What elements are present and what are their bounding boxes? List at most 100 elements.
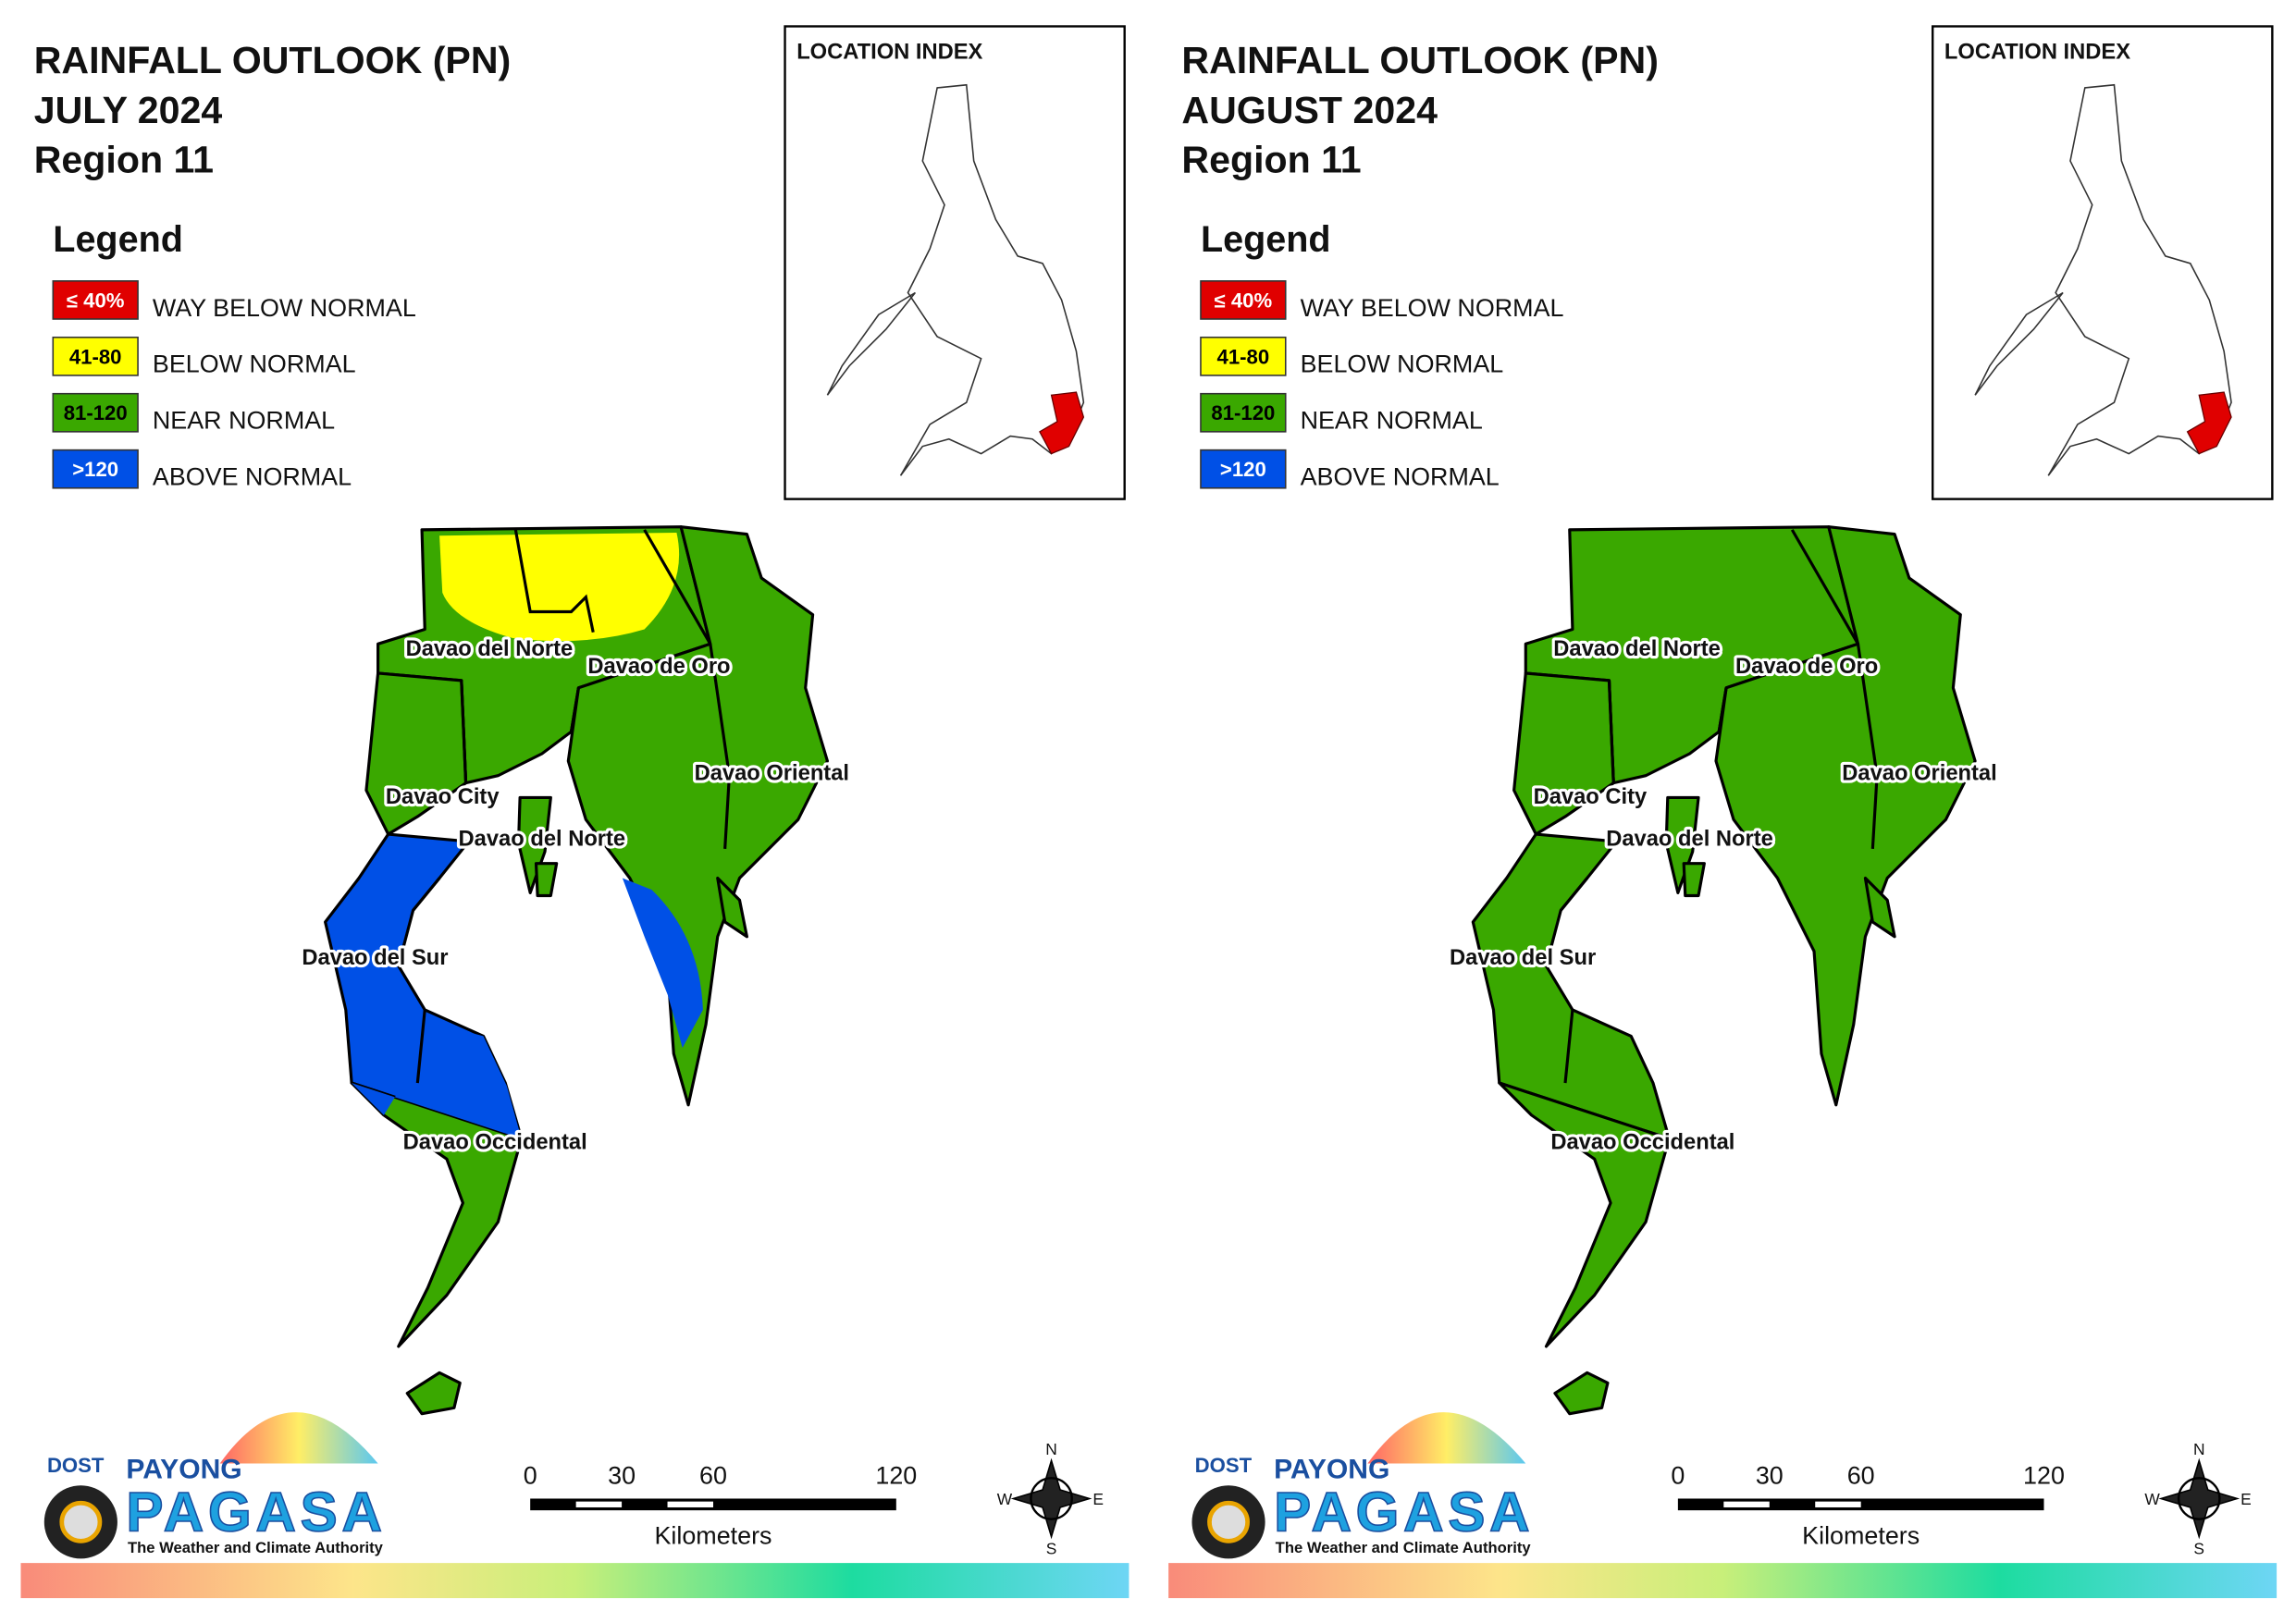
compass-letter: E <box>2240 1490 2252 1508</box>
inset-region <box>2186 391 2232 455</box>
legend-swatch-label: 81-120 <box>64 401 128 424</box>
title-line: AUGUST 2024 <box>1181 89 1438 131</box>
above-normal-area <box>622 878 703 1049</box>
compass-rose <box>1010 1457 1092 1540</box>
map-region <box>534 862 559 898</box>
logo-seal-inner <box>59 1500 103 1543</box>
logo-tagline: The Weather and Climate Authority <box>1276 1539 1532 1556</box>
map-label: Davao del Norte <box>1553 637 1721 661</box>
logo-name-top: PAYONG <box>126 1454 241 1484</box>
map-region <box>364 671 468 836</box>
compass-ring <box>2177 1477 2221 1520</box>
map-label: Davao City <box>386 785 500 809</box>
map-label: Davao del Sur <box>1450 946 1596 970</box>
map-label: Davao Oriental <box>695 761 849 785</box>
map-label: Davao City <box>1534 785 1648 809</box>
legend-swatch-label: 81-120 <box>1211 401 1275 424</box>
legend-swatch <box>1200 392 1287 433</box>
above-normal-area <box>352 1024 522 1139</box>
logo-name: PAGASA <box>126 1481 386 1543</box>
compass-letter: N <box>2193 1440 2205 1458</box>
color-band <box>1168 1563 2277 1599</box>
map-region <box>1714 525 1977 1107</box>
logo-umbrella <box>1367 1412 1526 1464</box>
scale-tick-label: 30 <box>1756 1462 1784 1490</box>
title-line: JULY 2024 <box>34 89 223 131</box>
map-label: Davao Oriental <box>1842 761 1996 785</box>
legend-swatch-label: 41-80 <box>1217 345 1270 368</box>
map-label: Davao del Norte <box>406 637 574 661</box>
inset-title: LOCATION INDEX <box>1944 40 2130 64</box>
boundary <box>412 529 731 1084</box>
legend-swatch <box>52 392 139 433</box>
scale-tick-label: 0 <box>524 1462 537 1490</box>
logo-umbrella <box>219 1412 378 1464</box>
color-band <box>20 1563 1129 1599</box>
inset-title: LOCATION INDEX <box>796 40 982 64</box>
scale-bar-segment <box>575 1501 623 1507</box>
map-label: Davao de Oro <box>1735 655 1878 679</box>
title-line: Region 11 <box>34 139 214 181</box>
legend-label: NEAR NORMAL <box>1301 407 1483 435</box>
logo-name-top: PAYONG <box>1274 1454 1389 1484</box>
legend-swatch-label: ≤ 40% <box>67 289 125 312</box>
inset-region <box>1039 391 1085 455</box>
map-region <box>1863 876 1896 939</box>
legend-label: WAY BELOW NORMAL <box>153 294 416 322</box>
map-label: Davao de Oro <box>587 655 730 679</box>
map-label: Davao del Norte <box>1606 828 1773 852</box>
panel: RAINFALL OUTLOOK (PN) JULY 2024 Region 11 L… <box>20 25 1129 1599</box>
logo-agency: DOST <box>1195 1454 1253 1477</box>
logo-tagline: The Weather and Climate Authority <box>128 1539 384 1556</box>
map-region <box>1471 832 1671 1140</box>
panel: RAINFALL OUTLOOK (PN) AUGUST 2024 Region 1… <box>1168 25 2277 1599</box>
below-normal-area <box>439 533 680 642</box>
scale-tick-label: 120 <box>875 1462 917 1490</box>
map-label: Davao Occidental <box>403 1130 587 1154</box>
boundary <box>513 529 595 633</box>
logo-agency: DOST <box>47 1454 105 1477</box>
inset-map <box>1974 83 2232 476</box>
map-label: Davao del Norte <box>459 828 626 852</box>
boundary <box>1560 529 1879 1084</box>
scale-tick-label: 60 <box>1847 1462 1875 1490</box>
map-region <box>1498 1081 1671 1348</box>
legend-swatch <box>52 280 139 320</box>
compass-letter: N <box>1045 1440 1057 1458</box>
map-region <box>405 1371 462 1416</box>
compass-letter: E <box>1092 1490 1104 1508</box>
scale-tick-label: 120 <box>2023 1462 2065 1490</box>
title-line: Region 11 <box>1181 139 1361 181</box>
inset-map <box>826 83 1085 476</box>
legend-swatch-label: >120 <box>1220 458 1266 481</box>
scale-bar-segment <box>667 1501 713 1507</box>
logo-seal-inner <box>1207 1500 1250 1543</box>
map-label: Davao Occidental <box>1550 1130 1734 1154</box>
compass-ring <box>1030 1477 1073 1520</box>
compass-letter: S <box>1046 1540 1057 1558</box>
legend-label: WAY BELOW NORMAL <box>1301 294 1564 322</box>
scale-tick-label: 0 <box>1671 1462 1685 1490</box>
legend-swatch <box>1200 336 1287 376</box>
title-line: RAINFALL OUTLOOK (PN) <box>34 39 512 81</box>
map-region <box>1512 671 1615 836</box>
compass-letter: W <box>997 1490 1013 1508</box>
logo-name: PAGASA <box>1274 1481 1534 1543</box>
scale-bar-segment <box>1815 1501 1861 1507</box>
scale-unit: Kilometers <box>654 1522 772 1550</box>
legend-swatch <box>1200 449 1287 489</box>
legend-label: NEAR NORMAL <box>153 407 335 435</box>
scale-bar-segment <box>1723 1501 1770 1507</box>
legend-swatch <box>52 336 139 376</box>
legend-label: ABOVE NORMAL <box>1301 463 1500 491</box>
map-region <box>716 876 748 939</box>
legend-label: ABOVE NORMAL <box>153 463 352 491</box>
map-region <box>566 525 830 1107</box>
legend-label: BELOW NORMAL <box>1301 350 1504 378</box>
scale-tick-label: 60 <box>699 1462 727 1490</box>
map-region <box>1553 1371 1610 1416</box>
legend-swatch-label: >120 <box>72 458 118 481</box>
scale-tick-label: 30 <box>608 1462 636 1490</box>
